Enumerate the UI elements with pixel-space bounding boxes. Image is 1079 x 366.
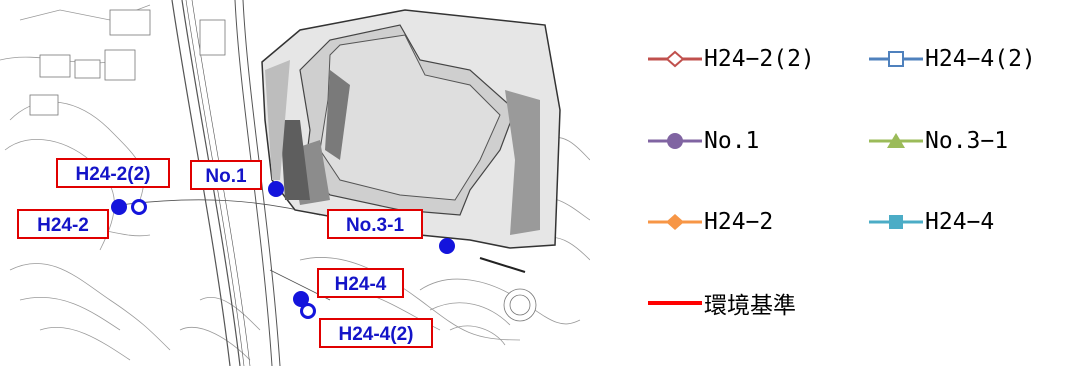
legend-item-h24-2-2: H24−2(2) [648,39,815,79]
diamond-marker-icon [648,214,702,230]
legend-item-no-1: No.1 [648,121,759,161]
legend-label: H24−4(2) [925,46,1036,72]
map-label-no-1: No.1 [190,160,262,190]
legend-item-h24-2: H24−2 [648,202,773,242]
legend-item-h24-4-2: H24−4(2) [869,39,1036,79]
landfill-site [261,9,561,249]
map-label-no-3-1: No.3-1 [327,209,423,239]
point-h24-4-2 [300,303,316,319]
legend-item-standard: 環境基準 [648,283,796,323]
map-label-h24-4-2: H24-4(2) [319,318,433,348]
legend-item-h24-4: H24−4 [869,202,994,242]
triangle-marker-icon [869,133,923,148]
line-marker-icon [648,301,702,305]
legend: H24−2(2) H24−4(2) No.1 No.3−1 H24−2 [620,0,1079,366]
measurement-points [111,181,455,319]
map-label-h24-2: H24-2 [17,209,109,239]
point-no-3-1 [439,238,455,254]
diamond-open-marker-icon [648,50,702,68]
point-h24-4 [293,291,309,307]
point-h24-2-2 [131,199,147,215]
legend-label: H24−4 [925,209,995,235]
legend-label: H24−2(2) [704,46,815,72]
map-label-h24-4: H24-4 [317,268,404,298]
map-label-h24-2-2: H24-2(2) [56,158,170,188]
point-no-1 [268,181,284,197]
site-map: H24-2(2) No.1 H24-2 No.3-1 H24-4 H24-4(2… [0,0,590,366]
circle-marker-icon [648,133,702,149]
buildings [29,9,537,322]
point-h24-2 [111,199,127,215]
legend-item-no-3-1: No.3−1 [869,121,1008,161]
map-drawing [0,0,590,366]
legend-label: No.1 [704,128,760,154]
legend-label: H24−2 [704,209,774,235]
square-marker-icon [869,215,923,229]
square-open-marker-icon [869,51,923,67]
legend-label: No.3−1 [925,128,1009,154]
legend-label: 環境基準 [704,293,796,319]
